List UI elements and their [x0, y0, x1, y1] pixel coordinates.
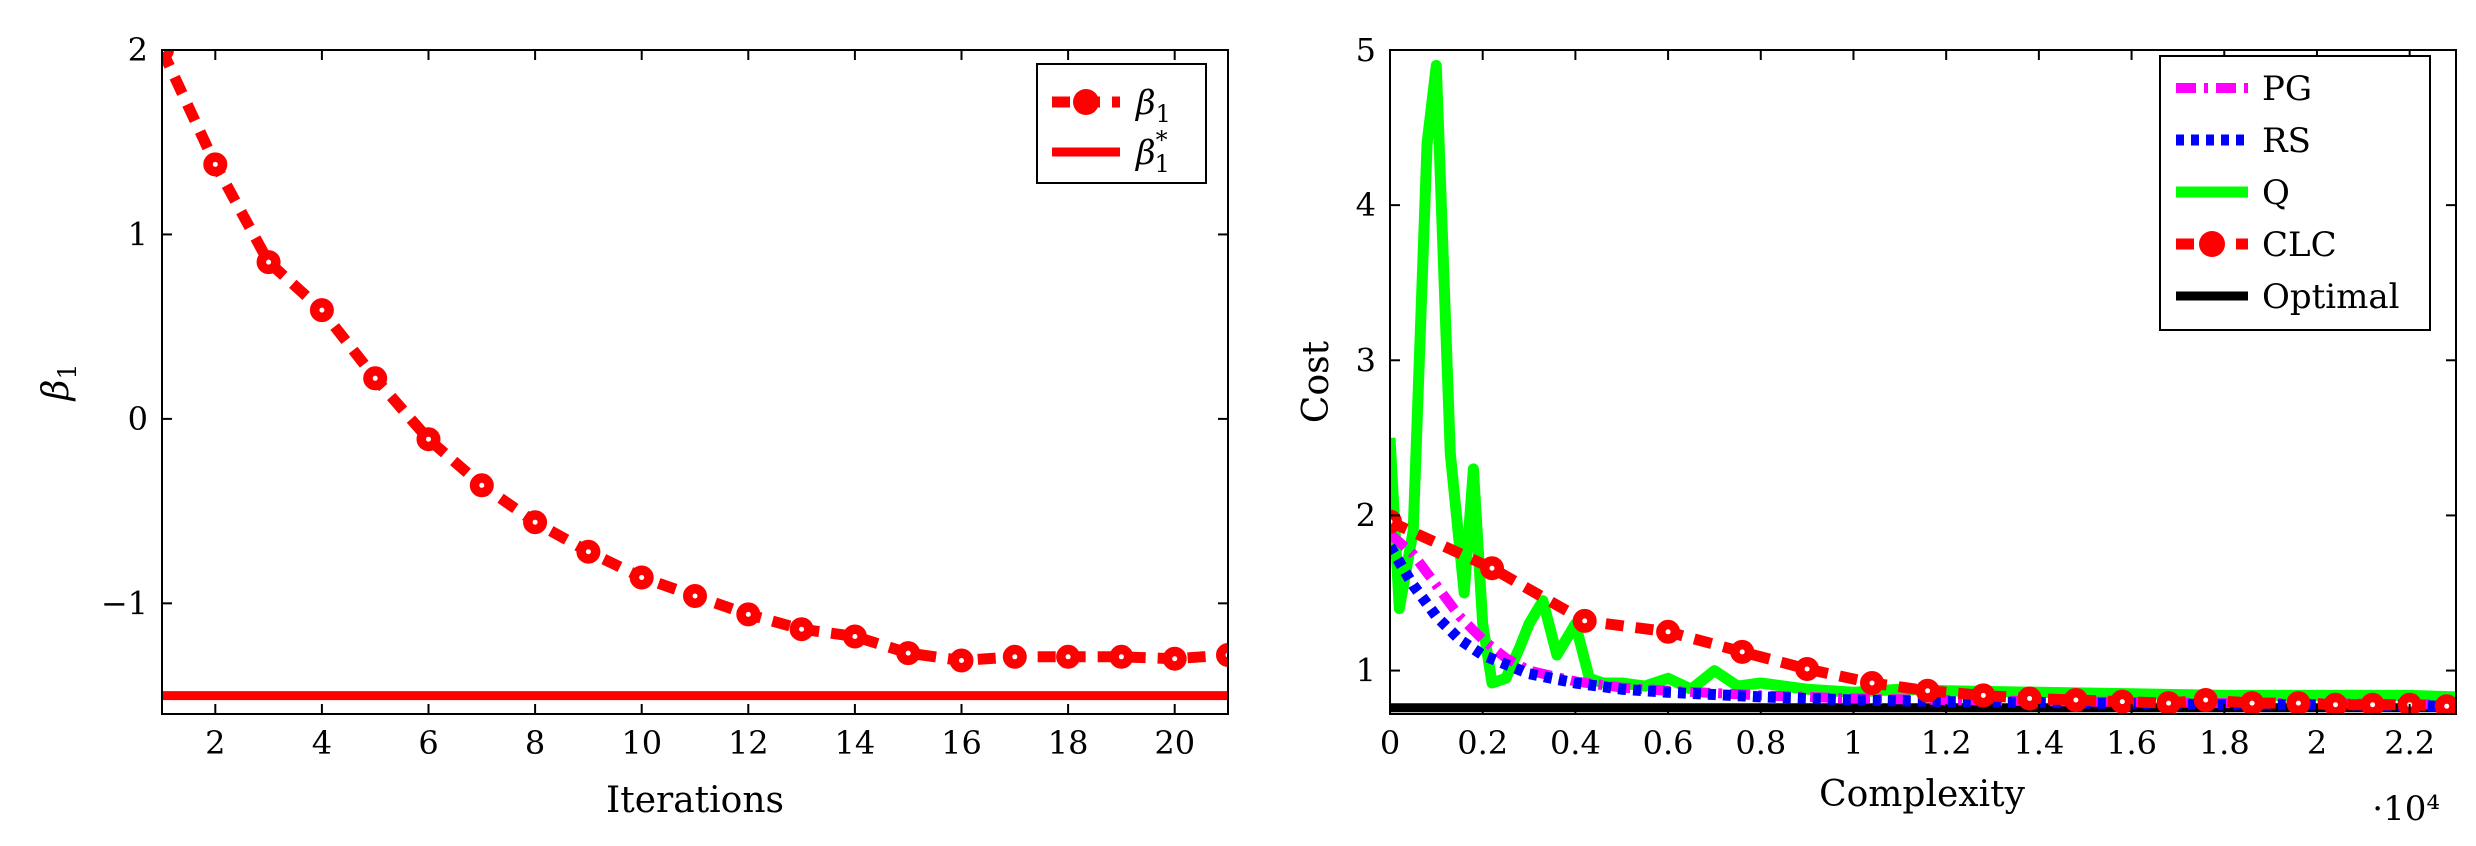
c1-ytick-label: −1: [101, 584, 148, 622]
c2-marker-point-center: [2073, 697, 2079, 703]
c2-marker-point-center: [2444, 703, 2450, 709]
chart1-legend-box: [1036, 63, 1207, 184]
c2-marker-point-center: [1980, 692, 1986, 698]
chart-cost-complexity: 0 0.2 0.4 0.6 0.8 1 1.2 1.4 1.6 1.8 2 2.2 1 2 3 4 5 Comp…: [1296, 31, 2457, 829]
c1-marker-point-center: [905, 650, 911, 656]
c2-ytick-label: 1: [1356, 652, 1376, 690]
c1-marker-point-center: [692, 593, 698, 599]
c2-marker-point-center: [2119, 699, 2125, 705]
chart2-xlabel: Complexity: [1819, 774, 2026, 815]
c2-marker-point-center: [2027, 696, 2033, 701]
c1-marker-point: [1216, 643, 1228, 667]
c2-marker-point-center: [1869, 680, 1875, 686]
c1-marker-point-center: [532, 519, 538, 525]
c2-marker-point-center: [2166, 700, 2172, 706]
chart2-ylabel: Cost: [1296, 340, 1337, 423]
c1-xtick-label: 6: [418, 724, 438, 762]
c1-marker-point-center: [745, 611, 751, 617]
c2-xtick-label: 1: [1843, 724, 1863, 762]
c1-marker-point-center: [959, 658, 964, 663]
c2-marker-point-center: [2333, 702, 2338, 708]
c2-ytick-label: 4: [1356, 186, 1376, 224]
c1-marker-point-center: [1118, 654, 1124, 660]
c2-marker-point-center: [1804, 666, 1810, 672]
chart2-legend-clc-label: CLC: [2262, 225, 2337, 265]
c2-xtick-label: 2.2: [2384, 724, 2435, 762]
c2-ytick-label: 2: [1356, 496, 1376, 534]
c2-xtick-label: 2: [2307, 724, 2327, 762]
c1-xtick-label: 18: [1048, 724, 1089, 762]
c2-marker-point-center: [2370, 702, 2376, 708]
c1-marker-point-center: [212, 161, 218, 167]
c1-marker-point-center: [799, 626, 805, 632]
c1-xtick-label: 8: [525, 724, 545, 762]
c2-marker-point-center: [1925, 688, 1931, 694]
c1-xtick-label: 4: [312, 724, 332, 762]
c1-ytick-label: 0: [128, 400, 148, 438]
c1-marker-point-center: [266, 259, 272, 265]
chart2-series-layer: [1390, 60, 2456, 714]
chart2-legend: PG RS Q CLC Optimal: [2159, 55, 2431, 331]
chart1-ylabel: β1: [36, 364, 82, 403]
c2-marker-point-center: [2249, 700, 2255, 706]
c1-marker-point-center: [319, 307, 325, 313]
c2-ytick-label: 5: [1356, 31, 1376, 69]
chart2-legend-rs-label: RS: [2262, 121, 2311, 161]
c2-marker-point-center: [2295, 700, 2301, 706]
c2-xtick-label: 0.8: [1735, 724, 1786, 762]
c2-xtick-label: 0.2: [1457, 724, 1508, 762]
c1-marker-point-center: [1065, 654, 1071, 660]
chart1-xlabel: Iterations: [606, 780, 784, 821]
c2-xtick-label: 0.6: [1643, 724, 1694, 762]
chart1-legend-beta1-star-label: β* 1: [1134, 126, 1170, 178]
c1-xtick-label: 14: [835, 724, 876, 762]
c2-xtick-label: 0.4: [1550, 724, 1601, 762]
c1-xtick-label: 12: [728, 724, 769, 762]
c2-marker-point-center: [2203, 697, 2209, 703]
c2-marker-point-center: [1489, 565, 1495, 571]
c1-marker-point-center: [585, 549, 591, 555]
c2-xtick-label: 1.8: [2199, 724, 2250, 762]
chart1-series-layer: [162, 50, 1228, 701]
c1-xtick-label: 10: [621, 724, 662, 762]
chart2-legend-q-label: Q: [2262, 173, 2290, 213]
chart2-legend-pg-label: PG: [2262, 69, 2312, 109]
c2-xtick-label: 1.4: [2013, 724, 2064, 762]
c1-ytick-label: 2: [128, 31, 148, 69]
c1-marker-point-center: [639, 575, 645, 580]
chart2-legend-items: PG RS Q CLC Optimal: [2176, 69, 2400, 317]
c1-marker-point-center: [479, 482, 485, 488]
c2-ytick-label: 3: [1356, 341, 1376, 379]
c1-marker-point-center: [1012, 654, 1018, 660]
c2-xtick-label: 1.2: [1921, 724, 1972, 762]
c2-xtick-label: 0: [1380, 724, 1400, 762]
c2-xtick-label: 1.6: [2106, 724, 2157, 762]
chart2-plot-frame: [1389, 49, 2457, 715]
c1-xtick-label: 2: [205, 724, 225, 762]
c1-xtick-label: 16: [941, 724, 982, 762]
c1-marker-point-center: [1172, 656, 1178, 662]
chart1-legend-beta1-marker: [1073, 89, 1099, 115]
c1-ytick-label: 1: [128, 215, 148, 253]
c2-marker-point-center: [1665, 629, 1671, 635]
chart1-legend: β1 β* 1: [1036, 63, 1207, 184]
chart2-x-scale-label: ·10⁴: [2372, 789, 2440, 829]
c1-marker-point: [162, 50, 174, 62]
c2-marker-point-center: [1582, 618, 1588, 624]
chart2-legend-optimal-label: Optimal: [2262, 277, 2400, 317]
chart2-ticks: 0 0.2 0.4 0.6 0.8 1 1.2 1.4 1.6 1.8 2 2.2 1 2 3 4 5: [1356, 31, 2456, 762]
c2-marker-point-center: [1739, 649, 1745, 655]
c1-marker-point-center: [852, 634, 858, 639]
c1-xtick-label: 20: [1154, 724, 1195, 762]
chart1-plot-frame: [161, 49, 1229, 715]
c1-marker-point-center: [372, 375, 378, 381]
chart2-legend-clc-marker: [2199, 231, 2225, 257]
chart1-series-beta1-markers: [162, 50, 1228, 673]
c1-marker-point-center: [426, 436, 431, 442]
